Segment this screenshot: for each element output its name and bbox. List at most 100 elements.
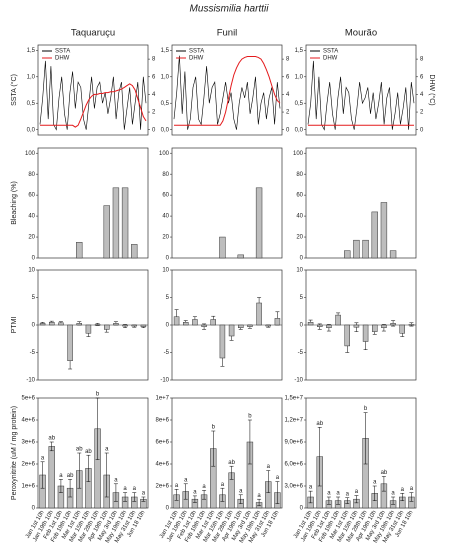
significance-letter: ab <box>76 447 83 453</box>
y-tick-label: 4e+6 <box>21 418 35 424</box>
point <box>390 323 396 326</box>
error-bar <box>326 496 331 505</box>
y-tick-label: 20 <box>28 235 35 241</box>
error-bar <box>174 489 179 501</box>
y-tick-label: -10 <box>160 378 169 384</box>
y2-tick-label: 8 <box>286 57 290 63</box>
point <box>122 324 128 327</box>
significance-letter: a <box>346 491 350 497</box>
error-bar <box>363 412 368 465</box>
y-tick-label: 1e+7 <box>155 396 169 402</box>
bar <box>103 205 110 259</box>
significance-letter: ab <box>85 449 92 455</box>
panel-frame <box>37 397 149 509</box>
bar <box>353 239 360 259</box>
significance-letter: a <box>355 489 359 495</box>
significance-letter: ab <box>228 460 235 466</box>
point <box>399 324 405 334</box>
error-bar <box>220 487 225 502</box>
y2-tick-label: 6 <box>286 74 290 80</box>
point <box>210 319 216 326</box>
legend-label: SSTA <box>55 49 70 55</box>
significance-letter: a <box>114 477 118 483</box>
y2-tick-label: 4 <box>152 92 156 98</box>
y2-tick-label: 6 <box>420 74 424 80</box>
error-bar <box>40 461 45 489</box>
panel-frame <box>305 397 417 509</box>
y-tick-label: 1,0 <box>161 74 170 80</box>
y-tick-label: 80 <box>28 172 35 178</box>
y-axis-label: Bleaching (%) <box>11 181 18 225</box>
point <box>49 322 55 326</box>
error-bar <box>68 479 73 498</box>
error-bar <box>192 495 197 503</box>
error-bar <box>238 494 243 504</box>
error-bar <box>354 495 359 504</box>
significance-letter: ab <box>381 470 388 476</box>
y-tick-label: 1,0 <box>27 74 36 80</box>
panel-frame <box>171 397 283 509</box>
error-bar <box>247 419 252 465</box>
error-bar <box>372 485 377 501</box>
point <box>408 324 415 326</box>
y-tick-label: 0 <box>32 256 36 262</box>
bar <box>237 254 244 259</box>
y-tick-label: 5 <box>32 295 36 301</box>
y-axis-label: PTMI <box>11 317 18 334</box>
figure-title: Mussismilia harttii <box>190 4 270 15</box>
y-tick-label: 1,2e+7 <box>284 418 303 424</box>
y-tick-label: 2e+6 <box>155 484 169 490</box>
error-bar <box>211 430 216 467</box>
significance-letter: ab <box>48 436 55 442</box>
y-tick-label: 0 <box>300 323 304 329</box>
error-bar <box>49 441 54 452</box>
significance-letter: a <box>391 491 395 497</box>
y-tick-label: -10 <box>26 378 35 384</box>
significance-letter: a <box>193 489 197 495</box>
bar <box>255 187 263 259</box>
point <box>344 324 350 347</box>
significance-letter: a <box>410 486 414 492</box>
y2-tick-label: 4 <box>420 92 424 98</box>
significance-letter: b <box>248 414 252 420</box>
point <box>372 324 378 332</box>
bar <box>48 446 55 509</box>
error-bar <box>308 490 313 504</box>
y2-tick-label: 2 <box>152 110 156 116</box>
y-tick-label: 3,0e+6 <box>284 484 303 490</box>
y-tick-label: -10 <box>294 378 303 384</box>
bar <box>344 250 351 259</box>
y-tick-label: 60 <box>296 193 303 199</box>
y-tick-label: 9,0e+6 <box>284 440 303 446</box>
y-tick-label: 0,5 <box>161 101 170 107</box>
y-tick-label: 0,0 <box>27 127 36 133</box>
point <box>247 324 253 327</box>
y2-tick-label: 2 <box>420 110 424 116</box>
y-tick-label: 4e+6 <box>155 462 169 468</box>
point <box>58 322 64 326</box>
y-tick-label: 0 <box>166 323 170 329</box>
error-bar <box>183 483 188 500</box>
point <box>238 324 244 328</box>
y-tick-label: 1,5e+7 <box>284 396 303 402</box>
significance-letter: a <box>41 455 45 461</box>
significance-letter: a <box>105 447 109 453</box>
significance-letter: a <box>175 483 179 489</box>
column-title: Funil <box>217 28 238 39</box>
y-tick-label: 0 <box>32 506 36 512</box>
error-bar <box>104 452 109 498</box>
legend-label: DHW <box>55 56 70 62</box>
significance-letter: a <box>276 475 280 481</box>
error-bar <box>77 452 82 489</box>
point <box>274 318 281 326</box>
significance-letter: ab <box>316 421 323 427</box>
y2-tick-label: 0 <box>420 127 424 133</box>
y-tick-label: 100 <box>293 151 304 157</box>
significance-letter: b <box>212 425 216 431</box>
y-tick-label: 5e+6 <box>21 396 35 402</box>
y-tick-label: 5 <box>300 295 304 301</box>
y-tick-label: 100 <box>25 151 36 157</box>
panel-frame <box>37 44 149 136</box>
y-tick-label: 40 <box>162 214 169 220</box>
